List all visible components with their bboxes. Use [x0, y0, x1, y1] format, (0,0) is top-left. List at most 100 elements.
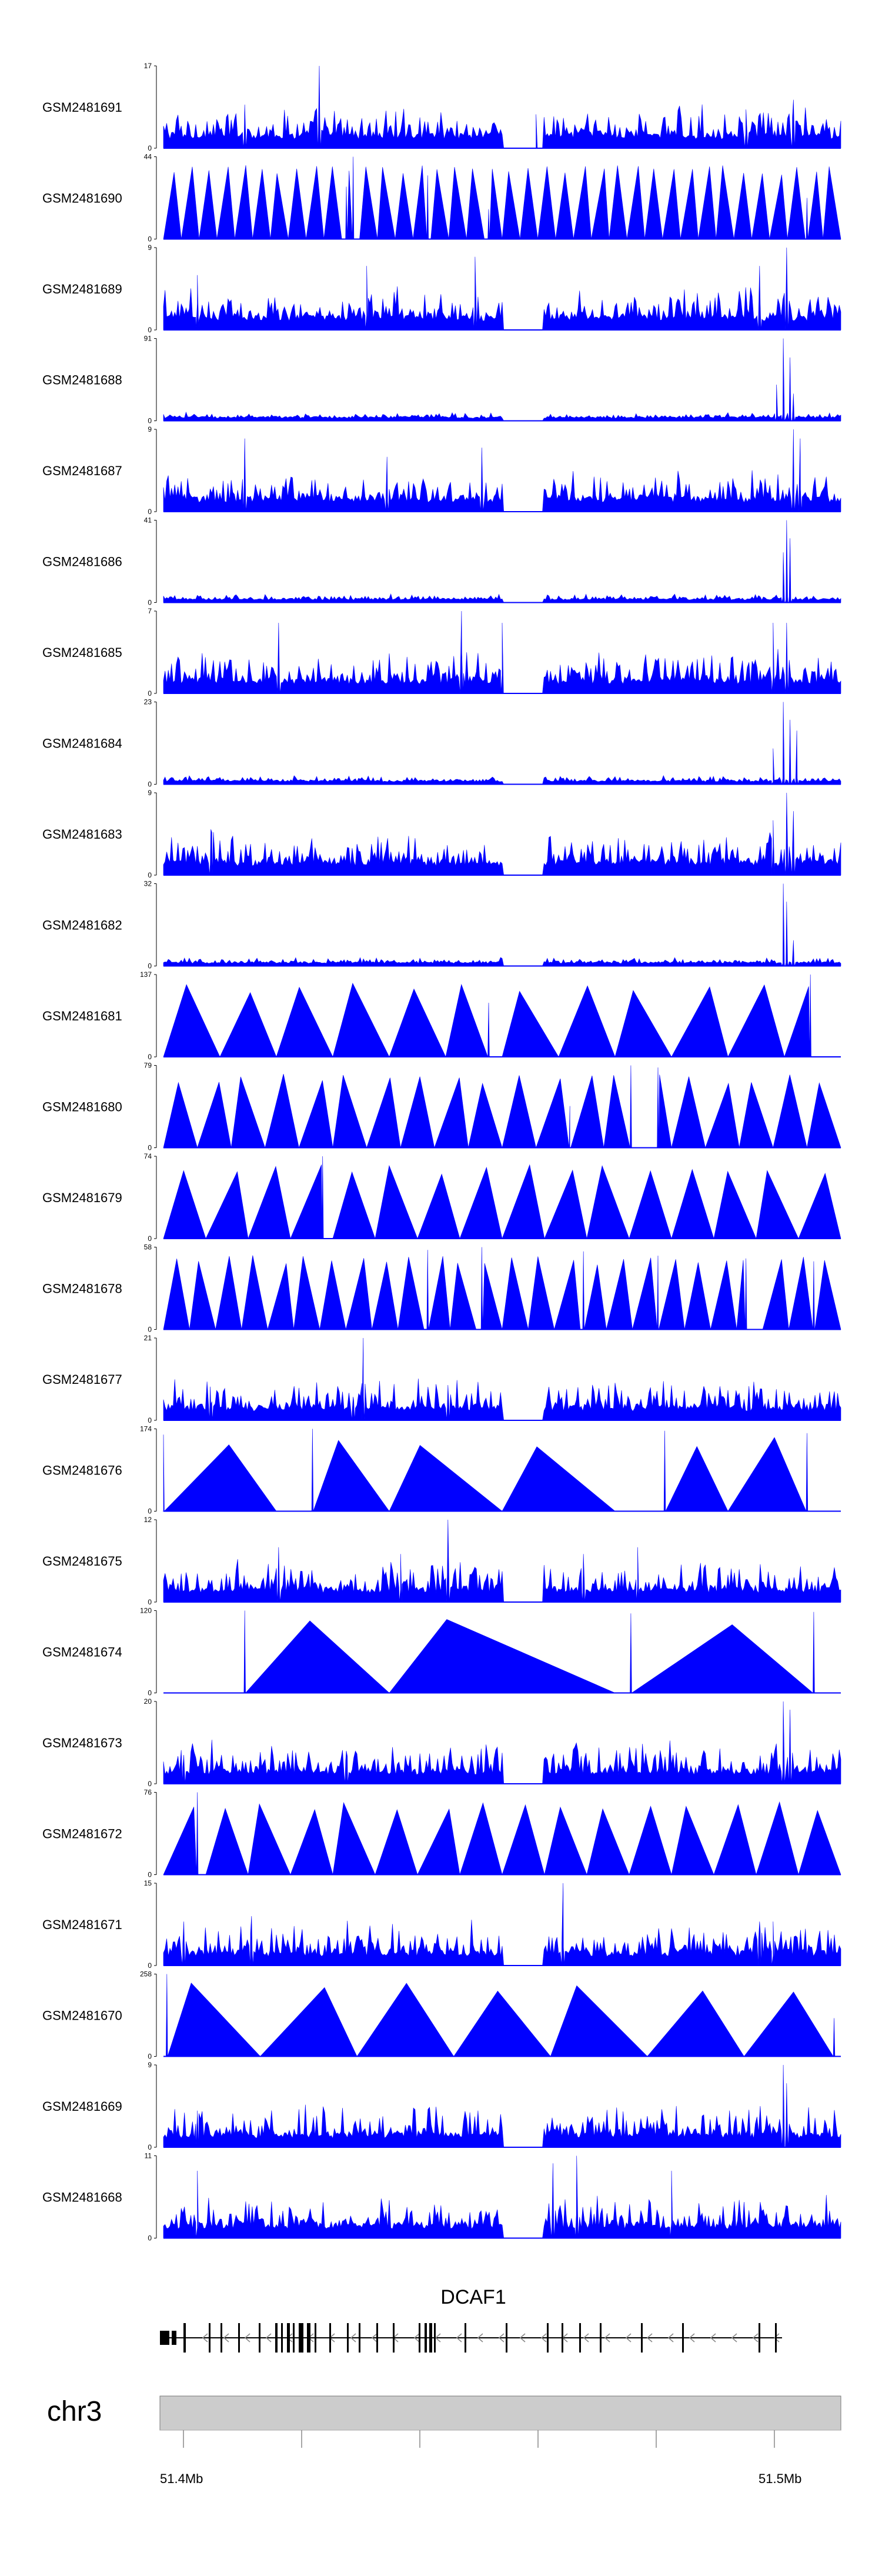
- track-label: GSM2481689: [42, 282, 122, 296]
- track-ymin-label: 0: [148, 1961, 152, 1970]
- track-ymax-label: 137: [140, 970, 152, 979]
- track-label: GSM2481684: [42, 736, 122, 751]
- track-ymin-label: 0: [148, 2234, 152, 2243]
- track-ymin-label: 0: [148, 417, 152, 425]
- track-GSM2481674: GSM2481674 120 0: [42, 1607, 841, 1697]
- track-GSM2481675: GSM2481675 12 0: [42, 1516, 841, 1606]
- track-coverage-area: [163, 1337, 841, 1421]
- track-ymax-label: 7: [148, 607, 152, 615]
- track-coverage-area: [163, 520, 841, 603]
- track-ymin-label: 0: [148, 1053, 152, 1061]
- track-coverage-area: [163, 1156, 841, 1240]
- track-coverage-area: [163, 1974, 841, 2057]
- track-ymax-label: 32: [144, 880, 152, 888]
- gene-exon: [220, 2323, 222, 2353]
- track-GSM2481690: GSM2481690 44 0: [42, 153, 841, 243]
- track-GSM2481678: GSM2481678 58 0: [42, 1243, 841, 1334]
- track-coverage-area: [163, 1610, 841, 1694]
- track-label: GSM2481679: [42, 1190, 122, 1205]
- gene-exon: [238, 2323, 240, 2353]
- gene-exon: [315, 2323, 316, 2353]
- chromosome-band: [159, 2395, 841, 2431]
- track-ymin-label: 0: [148, 689, 152, 698]
- track-coverage-area: [163, 1792, 841, 1876]
- strand-arrow: [667, 2333, 674, 2343]
- strand-arrow: [456, 2333, 462, 2343]
- track-coverage-area: [163, 1065, 841, 1149]
- track-coverage-area: [163, 338, 841, 421]
- track-coverage-area: [163, 1883, 841, 1966]
- track-label: GSM2481672: [42, 1827, 122, 1841]
- track-label: GSM2481676: [42, 1463, 122, 1478]
- track-label: GSM2481678: [42, 1282, 122, 1296]
- track-GSM2481671: GSM2481671 15 0: [42, 1879, 841, 1970]
- track-GSM2481688: GSM2481688 91 0: [42, 335, 841, 425]
- gene-exon: [547, 2323, 549, 2353]
- gene-exon: [275, 2323, 278, 2353]
- gene-exon: [562, 2323, 563, 2353]
- gene-exon: [506, 2323, 507, 2353]
- gene-exon: [293, 2323, 295, 2353]
- strand-arrow: [350, 2333, 356, 2343]
- track-ymin-label: 0: [148, 962, 152, 970]
- strand-arrow: [244, 2333, 250, 2343]
- track-label: GSM2481681: [42, 1009, 122, 1023]
- strand-arrow: [773, 2333, 780, 2343]
- track-coverage-area: [163, 1701, 841, 1784]
- track-ymin-label: 0: [148, 1507, 152, 1516]
- track-label: GSM2481675: [42, 1554, 122, 1569]
- track-ymax-label: 21: [144, 1334, 152, 1342]
- track-GSM2481668: GSM2481668 11 0: [42, 2152, 841, 2243]
- track-GSM2481687: GSM2481687 9 0: [42, 425, 841, 516]
- track-ymax-label: 15: [144, 1879, 152, 1887]
- axis-tick-label-51.5mb: 51.5Mb: [759, 2471, 801, 2486]
- gene-exon: [775, 2323, 777, 2353]
- chromosome-label: chr3: [47, 2396, 102, 2427]
- strand-arrow: [646, 2333, 653, 2343]
- track-ymin-label: 0: [148, 1780, 152, 1788]
- strand-arrow: [752, 2333, 759, 2343]
- track-coverage-area: [163, 610, 841, 694]
- track-GSM2481682: GSM2481682 32 0: [42, 880, 841, 970]
- gene-exon: [425, 2323, 427, 2353]
- track-GSM2481686: GSM2481686 41 0: [42, 516, 841, 607]
- gene-exon: [376, 2323, 378, 2353]
- track-GSM2481672: GSM2481672 76 0: [42, 1788, 841, 1879]
- gene-exon: [160, 2331, 169, 2345]
- track-ymin-label: 0: [148, 871, 152, 879]
- track-GSM2481670: GSM2481670 258 0: [42, 1970, 841, 2061]
- track-ymax-label: 91: [144, 335, 152, 343]
- track-label: GSM2481687: [42, 463, 122, 478]
- strand-arrow: [731, 2333, 737, 2343]
- track-coverage-area: [163, 2155, 841, 2238]
- strand-arrow: [540, 2333, 547, 2343]
- gene-exon: [419, 2323, 420, 2353]
- chromosome-ideogram: chr3: [47, 2395, 841, 2431]
- gene-exon: [600, 2323, 602, 2353]
- track-coverage-area: [163, 1247, 841, 1330]
- track-coverage-area: [163, 1519, 841, 1603]
- gene-model-dcaf1: DCAF1: [160, 2286, 782, 2353]
- gene-exon: [434, 2323, 436, 2353]
- axis-tick-label-51.4mb: 51.4Mb: [160, 2471, 203, 2486]
- gene-exon: [259, 2323, 260, 2353]
- track-label: GSM2481691: [42, 100, 122, 115]
- strand-arrow: [583, 2333, 589, 2343]
- track-coverage-area: [163, 883, 841, 967]
- track-coverage-area: [163, 247, 841, 331]
- strand-arrow: [519, 2333, 526, 2343]
- track-GSM2481677: GSM2481677 21 0: [42, 1334, 841, 1424]
- track-label: GSM2481682: [42, 918, 122, 933]
- track-coverage-area: [163, 2064, 841, 2148]
- strand-arrow: [710, 2333, 716, 2343]
- track-GSM2481685: GSM2481685 7 0: [42, 607, 841, 698]
- track-ymax-label: 44: [144, 153, 152, 161]
- gene-exon: [287, 2323, 290, 2353]
- track-ymin-label: 0: [148, 2053, 152, 2061]
- track-ymax-label: 79: [144, 1062, 152, 1070]
- track-ymin-label: 0: [148, 508, 152, 516]
- track-ymin-label: 0: [148, 780, 152, 789]
- strand-arrow: [477, 2333, 483, 2343]
- track-label: GSM2481674: [42, 1645, 122, 1660]
- track-GSM2481691: GSM2481691 17 0: [42, 62, 841, 152]
